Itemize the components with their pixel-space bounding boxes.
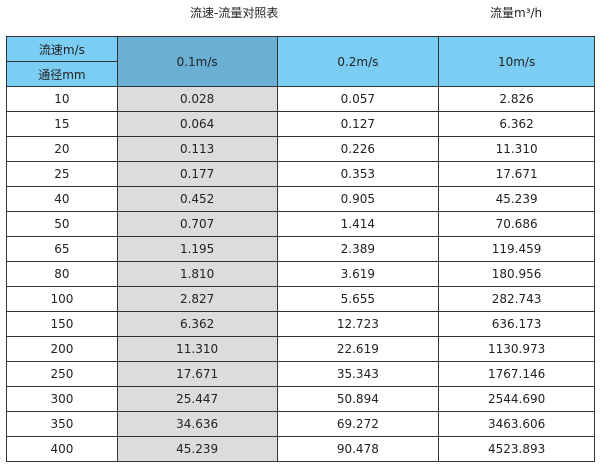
- flow-cell: 2.826: [438, 86, 595, 112]
- table-row: 65 1.195 2.389 119.459: [6, 236, 595, 262]
- flow-cell: 22.619: [276, 336, 440, 362]
- flow-cell: 45.239: [116, 436, 278, 462]
- table-row: 300 25.447 50.894 2544.690: [6, 386, 595, 412]
- flow-cell: 0.905: [276, 186, 440, 212]
- diameter-cell: 65: [6, 236, 118, 262]
- flow-cell: 11.310: [438, 136, 595, 162]
- flow-cell: 2.389: [276, 236, 440, 262]
- flow-cell: 2544.690: [438, 386, 595, 412]
- flow-cell: 0.064: [116, 111, 278, 137]
- diameter-cell: 350: [6, 411, 118, 437]
- diameter-cell: 15: [6, 111, 118, 137]
- table-row: 25 0.177 0.353 17.671: [6, 161, 595, 187]
- table-row: 15 0.064 0.127 6.362: [6, 111, 595, 137]
- flow-cell: 0.226: [276, 136, 440, 162]
- table-row: 80 1.810 3.619 180.956: [6, 261, 595, 287]
- flow-cell: 119.459: [438, 236, 595, 262]
- diameter-cell: 100: [6, 286, 118, 312]
- flow-cell: 1.414: [276, 211, 440, 237]
- flow-cell: 282.743: [438, 286, 595, 312]
- table-row: 10 0.028 0.057 2.826: [6, 86, 595, 112]
- unit-label: 流量m³/h: [490, 6, 543, 20]
- flow-cell: 2.827: [116, 286, 278, 312]
- table-row: 250 17.671 35.343 1767.146: [6, 361, 595, 387]
- flow-cell: 0.177: [116, 161, 278, 187]
- flow-cell: 0.127: [276, 111, 440, 137]
- flow-cell: 5.655: [276, 286, 440, 312]
- diameter-cell: 10: [6, 86, 118, 112]
- table-row: 100 2.827 5.655 282.743: [6, 286, 595, 312]
- diameter-cell: 400: [6, 436, 118, 462]
- flow-cell: 1767.146: [438, 361, 595, 387]
- diameter-label: 通径mm: [6, 61, 118, 87]
- table-title: 流速-流量对照表: [190, 6, 279, 20]
- flow-cell: 11.310: [116, 336, 278, 362]
- diameter-cell: 250: [6, 361, 118, 387]
- flow-cell: 25.447: [116, 386, 278, 412]
- flow-cell: 4523.893: [438, 436, 595, 462]
- flow-cell: 0.057: [276, 86, 440, 112]
- flow-cell: 90.478: [276, 436, 440, 462]
- flow-cell: 6.362: [438, 111, 595, 137]
- flow-cell: 0.113: [116, 136, 278, 162]
- flow-cell: 0.707: [116, 211, 278, 237]
- diameter-cell: 40: [6, 186, 118, 212]
- flow-cell: 636.173: [438, 311, 595, 337]
- diameter-cell: 200: [6, 336, 118, 362]
- flow-cell: 35.343: [276, 361, 440, 387]
- flow-table: 流速m/s 0.1m/s 0.2m/s 10m/s 通径mm 10 0.028 0.…: [6, 36, 595, 462]
- flow-cell: 1130.973: [438, 336, 595, 362]
- flow-cell: 180.956: [438, 261, 595, 287]
- flow-cell: 1.810: [116, 261, 278, 287]
- diameter-cell: 80: [6, 261, 118, 287]
- table-row: 50 0.707 1.414 70.686: [6, 211, 595, 237]
- flow-cell: 1.195: [116, 236, 278, 262]
- header-row: 流速m/s 0.1m/s 0.2m/s 10m/s: [6, 36, 595, 87]
- diameter-cell: 150: [6, 311, 118, 337]
- table-row: 200 11.310 22.619 1130.973: [6, 336, 595, 362]
- diameter-cell: 25: [6, 161, 118, 187]
- table-row: 350 34.636 69.272 3463.606: [6, 411, 595, 437]
- flow-cell: 0.452: [116, 186, 278, 212]
- flow-cell: 70.686: [438, 211, 595, 237]
- flow-cell: 50.894: [276, 386, 440, 412]
- table-row: 40 0.452 0.905 45.239: [6, 186, 595, 212]
- flow-cell: 12.723: [276, 311, 440, 337]
- flow-cell: 45.239: [438, 186, 595, 212]
- velocity-label: 流速m/s: [6, 36, 118, 62]
- column-header: 0.1m/s: [116, 36, 278, 87]
- flow-cell: 6.362: [116, 311, 278, 337]
- flow-cell: 0.353: [276, 161, 440, 187]
- flow-cell: 17.671: [438, 161, 595, 187]
- diameter-cell: 20: [6, 136, 118, 162]
- flow-cell: 3.619: [276, 261, 440, 287]
- flow-cell: 34.636: [116, 411, 278, 437]
- column-header: 10m/s: [438, 36, 595, 87]
- flow-cell: 0.028: [116, 86, 278, 112]
- diameter-cell: 50: [6, 211, 118, 237]
- table-row: 400 45.239 90.478 4523.893: [6, 436, 595, 462]
- column-header: 0.2m/s: [276, 36, 440, 87]
- flow-cell: 69.272: [276, 411, 440, 437]
- table-row: 20 0.113 0.226 11.310: [6, 136, 595, 162]
- flow-cell: 3463.606: [438, 411, 595, 437]
- table-row: 150 6.362 12.723 636.173: [6, 311, 595, 337]
- diameter-cell: 300: [6, 386, 118, 412]
- flow-cell: 17.671: [116, 361, 278, 387]
